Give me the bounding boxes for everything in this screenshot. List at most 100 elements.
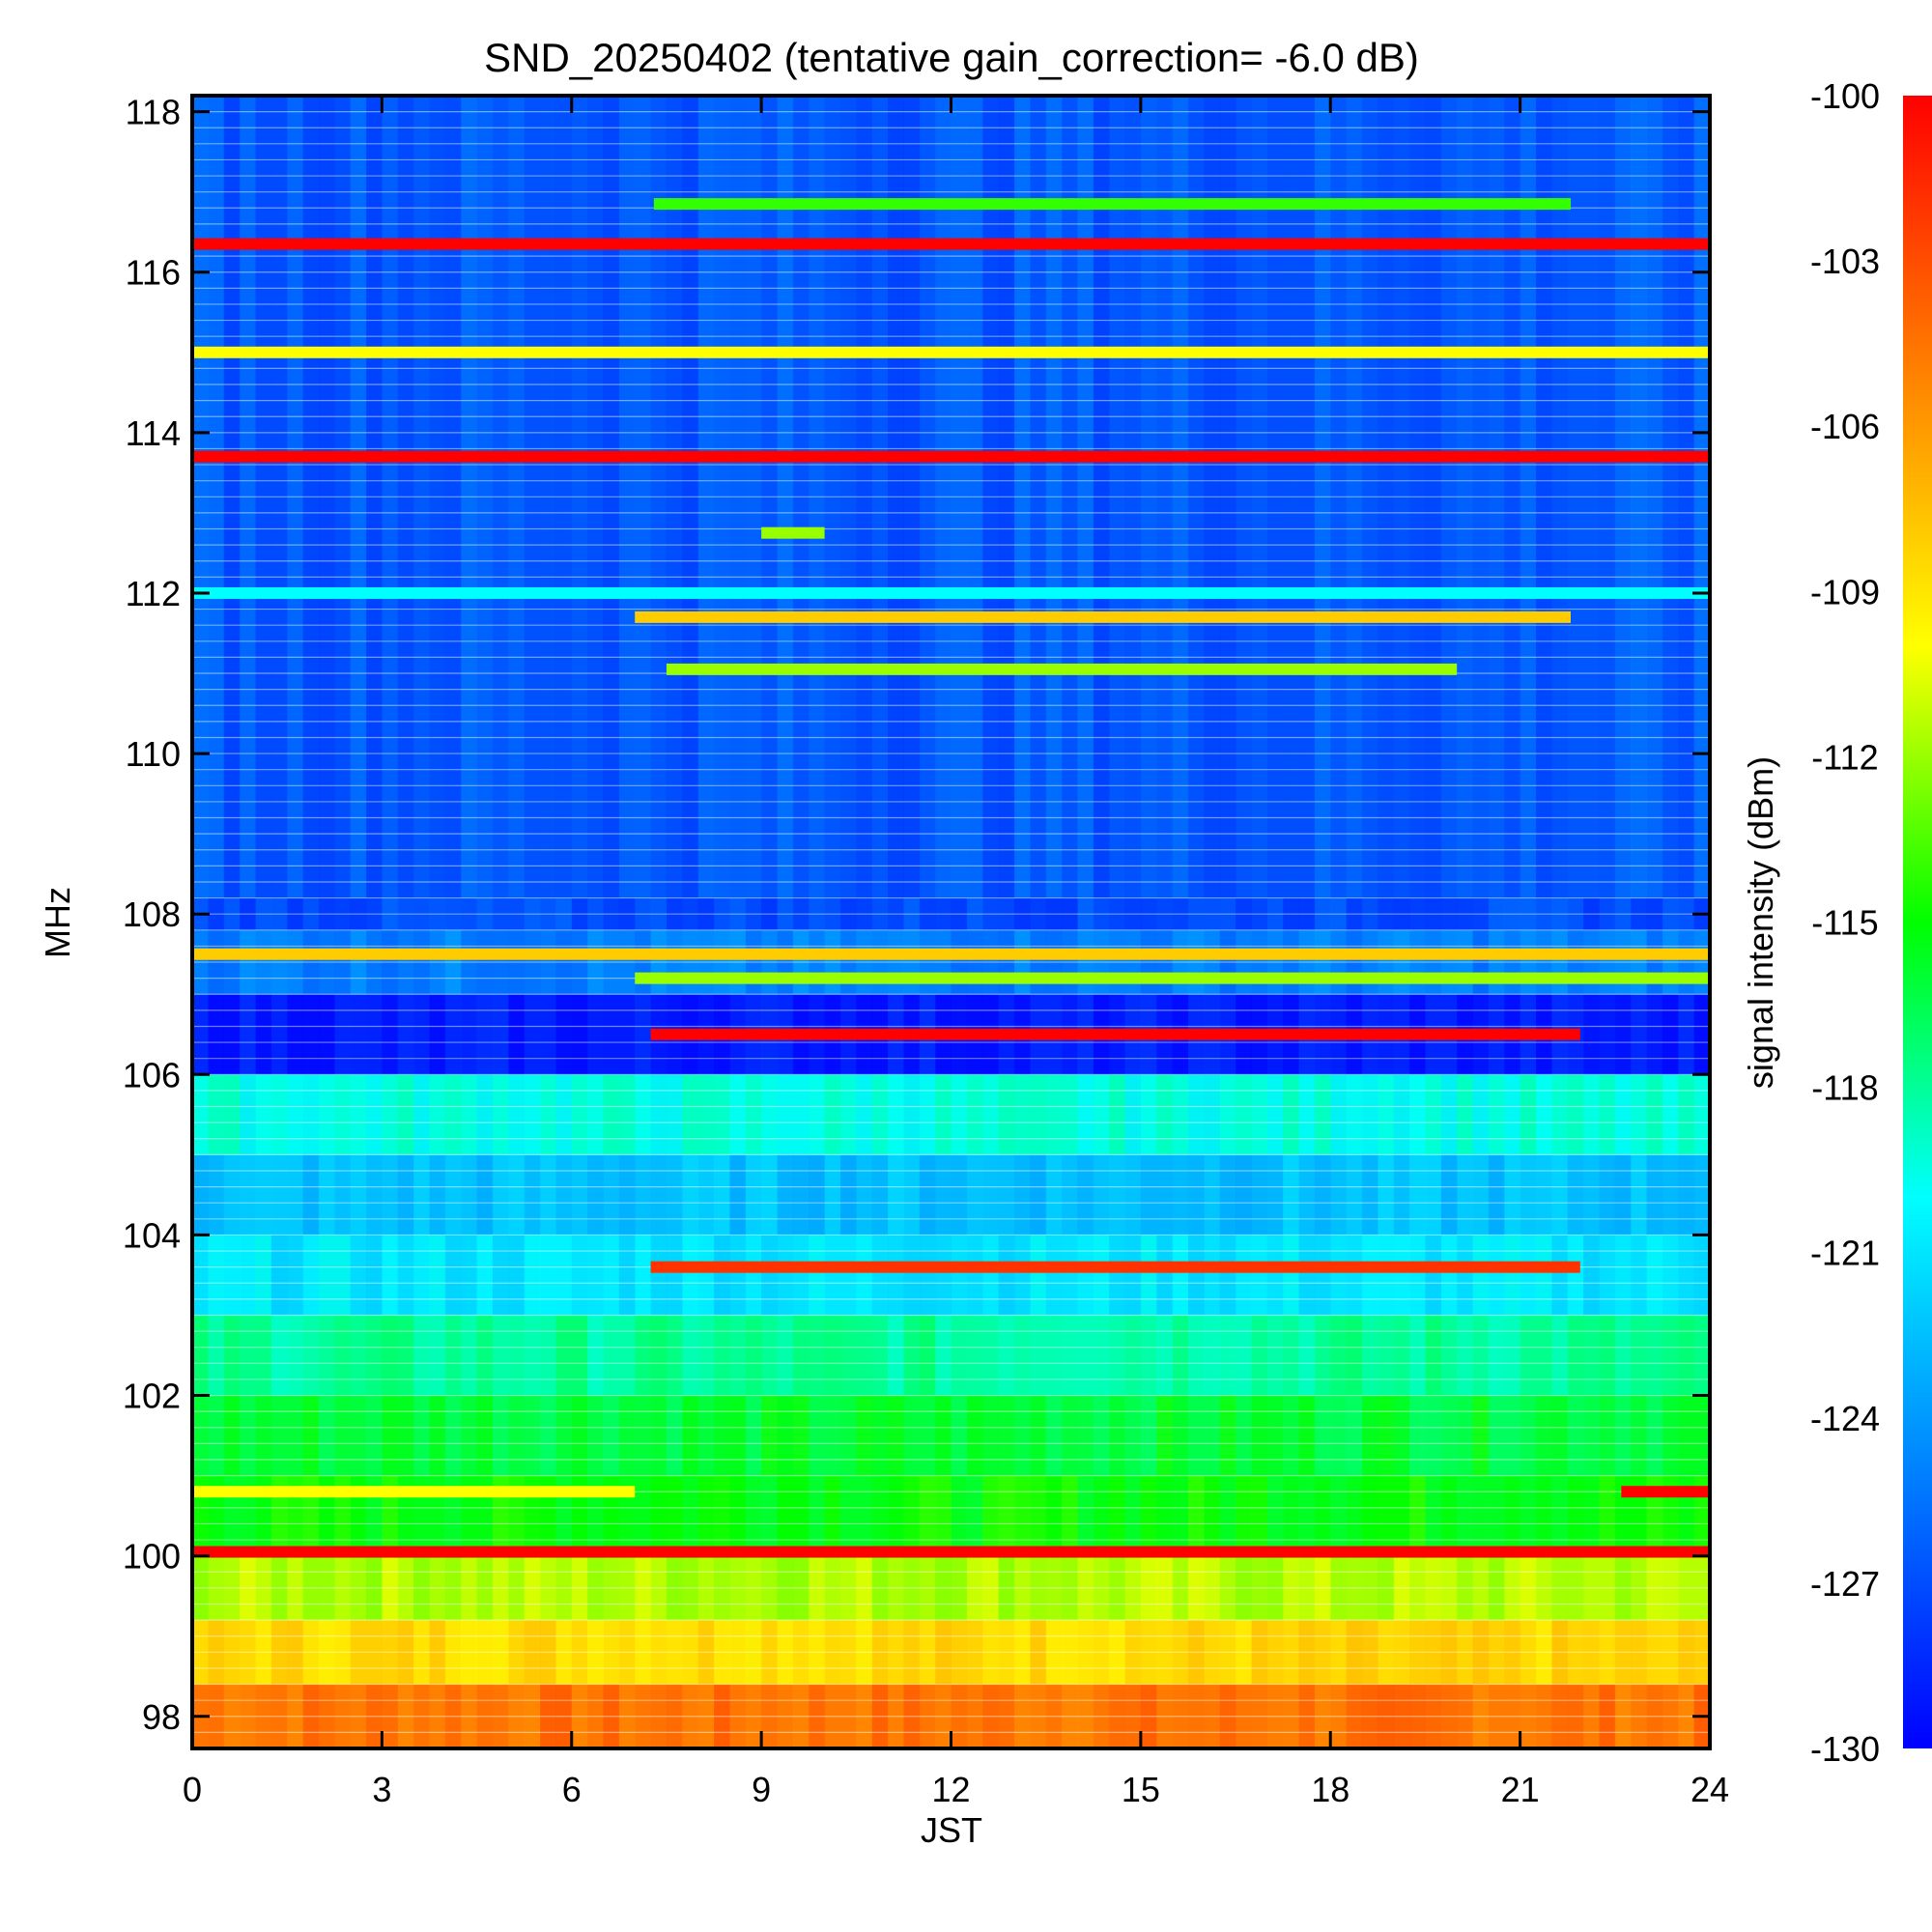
band-texture-cell	[1251, 897, 1268, 930]
band-texture-cell	[697, 1555, 715, 1621]
band-texture-cell	[334, 1620, 352, 1685]
band-texture-cell	[571, 929, 588, 995]
band-texture-cell	[1551, 897, 1569, 930]
band-texture-cell	[635, 897, 652, 930]
band-texture-cell	[856, 1620, 873, 1685]
band-texture-cell	[1551, 1395, 1569, 1476]
band-texture-cell	[635, 1395, 652, 1476]
band-texture-cell	[1646, 1235, 1663, 1316]
signal-trace	[192, 948, 1710, 960]
band-texture-cell	[682, 1620, 699, 1685]
band-texture-cell	[524, 1235, 541, 1316]
band-texture-cell	[903, 897, 921, 930]
band-texture-cell	[1504, 1235, 1521, 1316]
band-texture-cell	[1425, 1235, 1442, 1316]
band-texture-cell	[571, 994, 588, 1075]
band-texture-cell	[208, 1555, 225, 1621]
band-texture-cell	[192, 929, 209, 995]
band-texture-cell	[856, 1395, 873, 1476]
band-texture-cell	[1678, 1154, 1695, 1236]
band-texture-cell	[1646, 897, 1663, 930]
band-texture-cell	[1567, 1684, 1584, 1748]
band-texture-cell	[1425, 96, 1442, 898]
band-texture-cell	[1330, 1620, 1348, 1685]
band-texture-cell	[1330, 1074, 1348, 1155]
band-texture-cell	[1662, 1074, 1679, 1155]
colorbar-ticks: -100 -103 -106 -109 -112 -115 -118 -121 -124 -127…	[1810, 76, 1880, 1769]
band-texture-cell	[1077, 1555, 1094, 1621]
band-texture-cell	[745, 1555, 762, 1621]
band-texture-cell	[192, 1154, 209, 1236]
band-texture-cell	[413, 1315, 430, 1396]
band-texture-cell	[255, 994, 272, 1075]
band-texture-cell	[429, 1684, 446, 1748]
band-texture-cell	[1109, 1684, 1126, 1748]
band-texture-cell	[666, 1395, 683, 1476]
band-texture-cell	[366, 1395, 383, 1476]
band-texture-cell	[555, 1235, 573, 1316]
band-texture-cell	[1520, 1074, 1537, 1155]
band-texture-cell	[1425, 1154, 1442, 1236]
band-texture-cell	[618, 897, 636, 930]
band-texture-cell	[255, 1555, 272, 1621]
band-texture-cell	[476, 1074, 494, 1155]
band-texture-cell	[682, 1154, 699, 1236]
band-texture-cell	[492, 897, 509, 930]
band-texture-cell	[287, 1555, 304, 1621]
band-texture-cell	[255, 1684, 272, 1748]
band-texture-cell	[1472, 1620, 1490, 1685]
band-texture-cell	[318, 897, 335, 930]
band-texture-cell	[666, 96, 683, 898]
band-texture-cell	[1251, 1074, 1268, 1155]
band-texture-cell	[413, 1154, 430, 1236]
band-texture-cell	[1520, 1620, 1537, 1685]
band-texture-cell	[935, 1475, 952, 1556]
band-texture-cell	[1204, 1395, 1221, 1476]
band-texture-cell	[1567, 1395, 1584, 1476]
band-texture-cell	[1678, 96, 1695, 898]
band-texture-cell	[1662, 96, 1679, 898]
band-texture-cell	[635, 96, 652, 898]
band-texture-cell	[1504, 1315, 1521, 1396]
band-texture-cell	[1440, 1315, 1458, 1396]
band-texture-cell	[1678, 897, 1695, 930]
band-texture-cell	[1535, 1684, 1552, 1748]
band-texture-cell	[587, 1235, 604, 1316]
band-texture-cell	[697, 1475, 715, 1556]
band-texture-cell	[208, 1235, 225, 1316]
band-texture-cell	[1535, 1395, 1552, 1476]
band-texture-cell	[1156, 1395, 1174, 1476]
band-texture-cell	[1599, 994, 1616, 1075]
band-texture-cell	[951, 1475, 968, 1556]
band-texture-cell	[366, 1315, 383, 1396]
band-texture-cell	[1204, 1475, 1221, 1556]
band-texture-cell	[540, 897, 556, 930]
band-texture-cell	[1187, 1235, 1205, 1316]
band-texture-cell	[871, 1315, 889, 1396]
band-texture-cell	[255, 1315, 272, 1396]
band-texture-cell	[966, 1620, 983, 1685]
band-texture-cell	[270, 1395, 288, 1476]
band-texture-cell	[302, 1395, 320, 1476]
band-texture-cell	[382, 897, 399, 930]
band-texture-cell	[824, 1620, 841, 1685]
band-texture-cell	[1013, 1315, 1031, 1396]
band-texture-cell	[809, 96, 826, 898]
band-texture-cell	[350, 1395, 367, 1476]
band-texture-cell	[1457, 1620, 1474, 1685]
band-texture-cell	[935, 1315, 952, 1396]
band-texture-cell	[1504, 1684, 1521, 1748]
band-texture-cell	[397, 1315, 414, 1396]
band-texture-cell	[903, 1154, 921, 1236]
band-texture-cell	[1298, 1235, 1316, 1316]
band-texture-cell	[1378, 897, 1395, 930]
band-texture-cell	[366, 1235, 383, 1316]
band-texture-cell	[1551, 1074, 1569, 1155]
band-texture-cell	[1520, 1555, 1537, 1621]
band-texture-cell	[982, 1620, 1000, 1685]
band-texture-cell	[1030, 1620, 1047, 1685]
band-texture-cell	[1614, 1620, 1632, 1685]
band-texture-cell	[1156, 897, 1174, 930]
band-texture-cell	[1693, 1315, 1710, 1396]
band-texture-cell	[1236, 1154, 1252, 1236]
